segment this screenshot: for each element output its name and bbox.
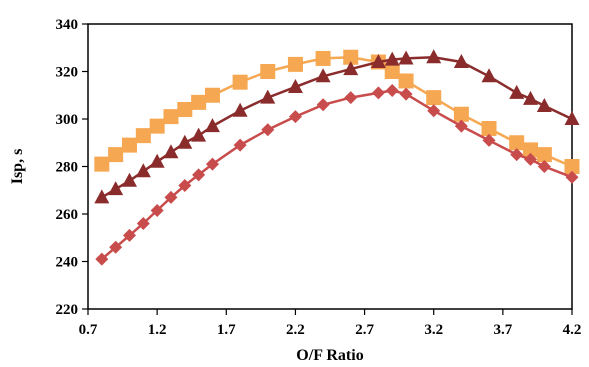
tick-labels: 0.7 1.2 1.7 2.2 2.7 3.2 3.7 4.2 220 240 260 280 300 3… [56,17,582,338]
y-tick-label: 220 [56,302,79,318]
data-point-square [135,128,151,144]
data-point-diamond [385,84,399,97]
data-point-triangle [523,90,539,105]
data-point-square [204,87,220,103]
data-point-diamond [136,217,150,230]
x-tick-label: 0.7 [79,322,98,338]
data-point-triangle [204,118,220,133]
data-point-square [149,118,165,134]
x-tick-label: 1.2 [148,322,167,338]
data-point-diamond [233,138,247,152]
data-point-diamond [510,148,524,162]
data-point-triangle [260,89,276,104]
y-tick-label: 240 [56,255,79,271]
x-tick-label: 4.2 [563,322,582,338]
y-axis-title: Isp, s [9,149,26,185]
data-point-triangle [315,68,331,83]
data-point-triangle [370,54,386,68]
x-tick-label: 1.7 [217,322,236,338]
data-point-triangle [135,163,151,178]
data-point-triangle [121,172,137,187]
data-point-diamond [178,179,192,192]
data-point-square [343,49,359,65]
data-point-triangle [94,189,110,204]
data-point-triangle [232,102,248,117]
data-point-square [509,135,525,151]
data-point-triangle [398,50,414,65]
data-point-diamond [150,203,164,217]
data-point-diamond [205,157,219,171]
x-tick-label: 3.2 [424,322,443,338]
data-point-triangle [564,111,580,125]
data-point-square [426,90,442,106]
data-point-triangle [163,144,179,159]
data-point-diamond [192,168,206,182]
y-tick-label: 320 [56,65,79,81]
series-layer [94,49,580,266]
series-square [94,49,580,174]
data-point-square [94,156,110,172]
data-point-square [481,121,497,136]
series-triangle [94,49,580,204]
data-point-diamond [427,104,441,118]
series-line [101,56,573,199]
data-point-diamond [316,98,330,112]
data-point-square [177,102,193,117]
data-point-triangle [481,68,497,83]
data-point-square [121,137,137,153]
data-point-diamond [399,87,413,101]
data-point-diamond [482,133,496,147]
data-point-triangle [509,84,525,99]
data-point-square [260,64,276,79]
x-axis-title: O/F Ratio [296,347,363,364]
data-point-square [315,50,331,66]
series-diamond [95,84,579,266]
data-point-square [564,159,580,174]
y-tick-label: 260 [56,207,79,223]
data-point-triangle [453,54,469,68]
data-point-square [287,56,303,72]
data-point-triangle [384,51,400,66]
data-point-square [108,147,124,163]
y-tick-label: 340 [56,17,79,33]
data-point-diamond [122,228,136,242]
data-point-triangle [343,61,359,76]
x-tick-label: 2.7 [355,322,374,338]
data-point-diamond [164,190,178,204]
data-point-square [523,142,539,158]
data-point-triangle [426,49,442,64]
data-point-square [191,94,207,110]
data-point-square [453,106,469,122]
y-tick-label: 280 [56,160,79,176]
data-point-diamond [565,170,579,184]
data-point-square [536,147,552,163]
data-point-diamond [344,91,358,105]
data-point-triangle [287,78,303,93]
data-point-square [232,74,248,90]
data-point-triangle [191,127,207,142]
data-point-triangle [536,97,552,112]
data-point-diamond [109,240,123,254]
axes [82,23,573,315]
data-point-diamond [537,160,551,173]
y-tick-label: 300 [56,112,79,128]
x-tick-label: 2.2 [286,322,305,338]
data-point-diamond [261,123,275,137]
data-point-triangle [108,181,124,196]
data-point-square [163,109,179,125]
data-point-diamond [524,152,538,166]
data-point-diamond [371,86,385,100]
data-point-square [384,64,400,79]
x-tick-label: 3.7 [493,322,512,338]
data-point-diamond [95,252,109,266]
data-point-square [398,73,414,89]
data-point-triangle [149,153,165,168]
data-point-diamond [454,119,468,133]
data-point-triangle [177,134,193,149]
data-point-diamond [288,110,302,124]
